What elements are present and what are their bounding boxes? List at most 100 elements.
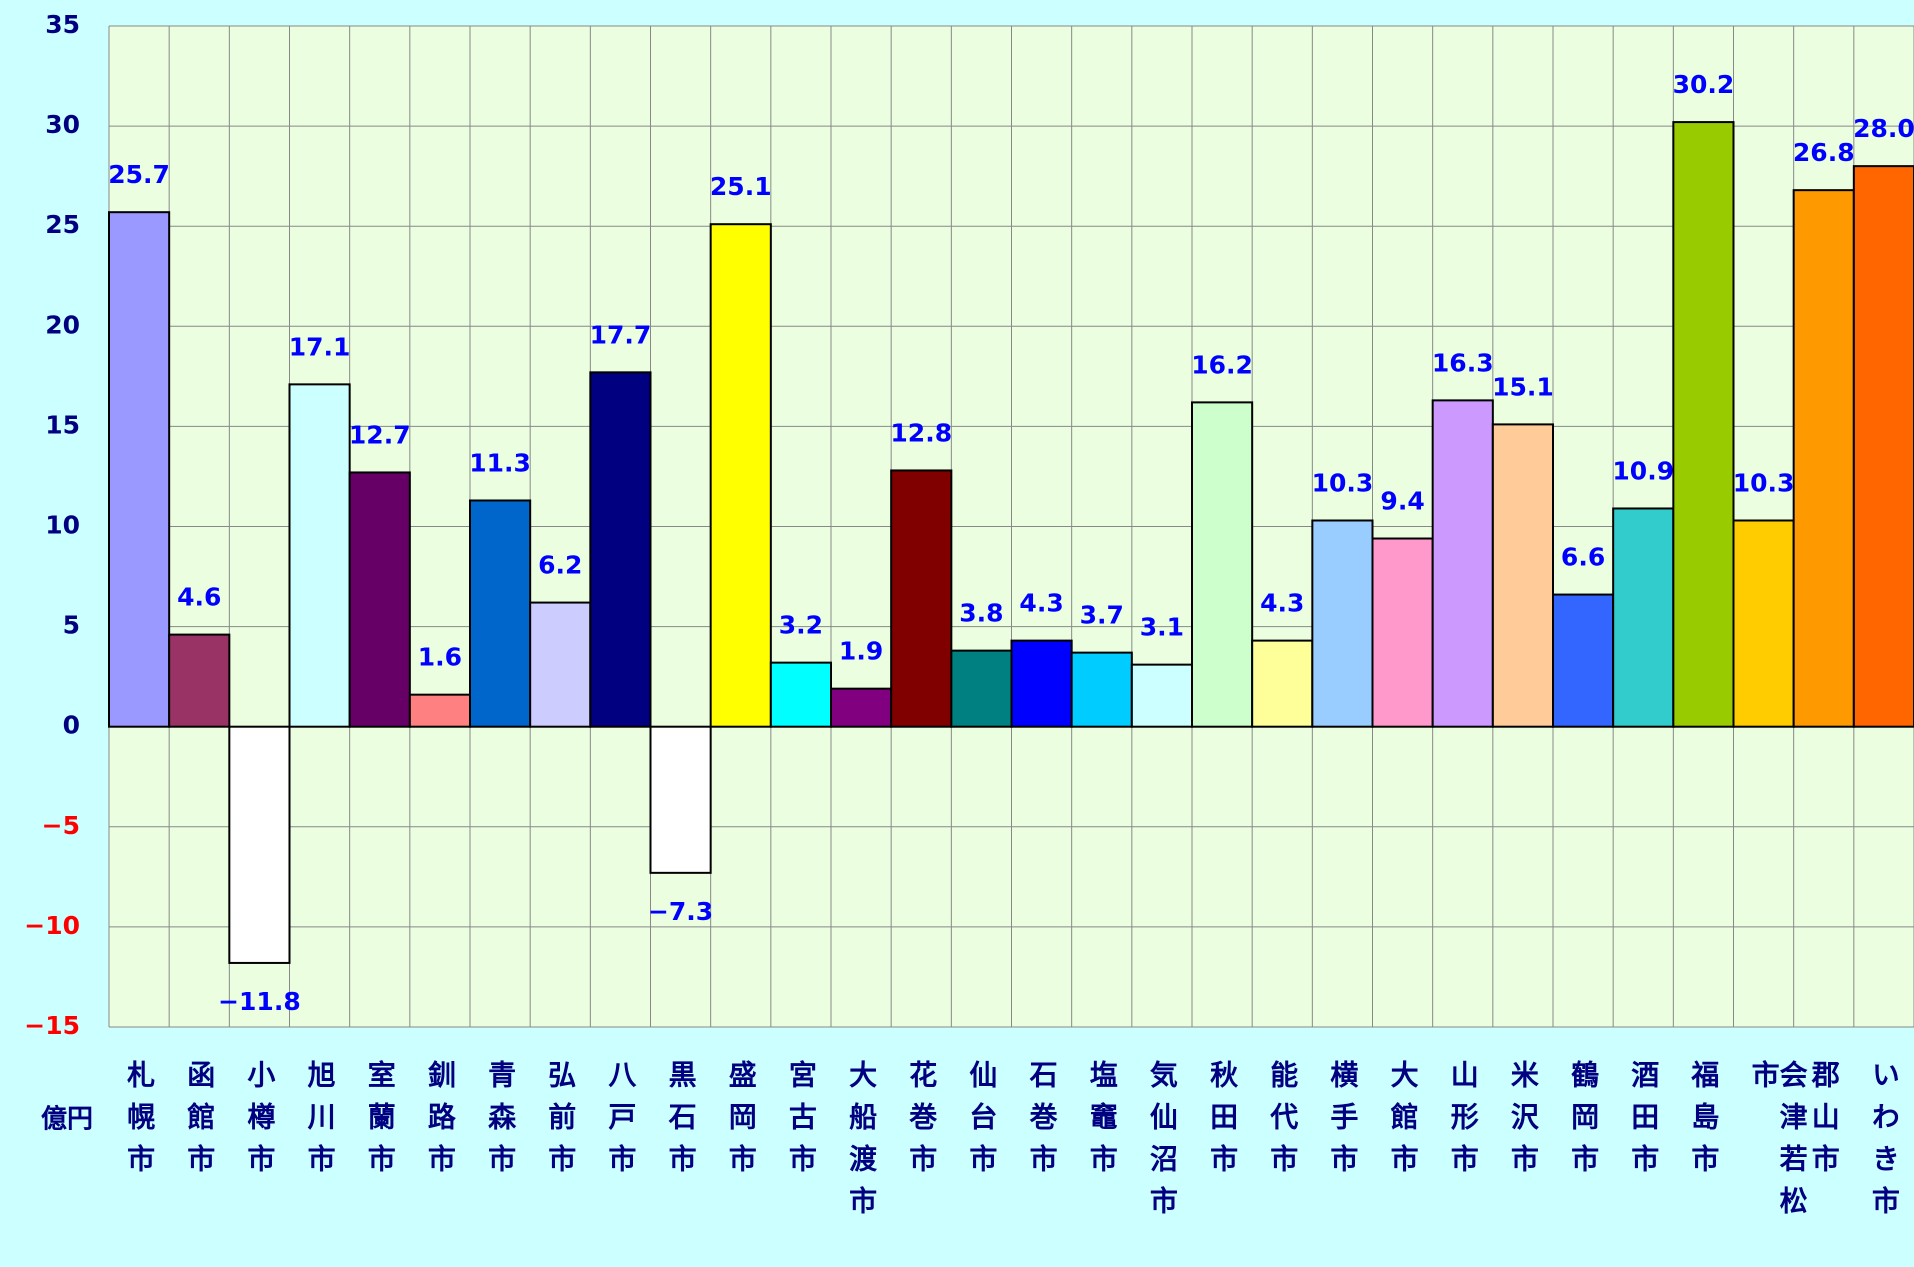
x-tick-label: 青森市 — [484, 1060, 518, 1186]
value-label: 10.3 — [1733, 468, 1795, 497]
bar — [1070, 651, 1133, 728]
value-label: 12.7 — [349, 420, 411, 449]
x-tick-label: 会津若松市 — [1747, 1060, 1809, 1228]
bar — [1191, 401, 1254, 728]
value-label: 1.6 — [418, 643, 462, 672]
value-label: 4.3 — [1019, 589, 1063, 618]
x-tick-label: 札幌市 — [123, 1060, 157, 1186]
x-tick-label: 盛岡市 — [724, 1060, 758, 1186]
x-tick-label: 仙台市 — [965, 1060, 999, 1186]
bar — [288, 383, 351, 728]
x-tick-label: 釧路市 — [423, 1060, 457, 1186]
value-label: 25.1 — [710, 172, 772, 201]
bar — [1612, 507, 1675, 728]
bar — [1311, 519, 1374, 728]
x-tick-label: 石巻市 — [1025, 1060, 1059, 1186]
y-tick-label: 30 — [45, 110, 80, 139]
bar — [1130, 663, 1194, 728]
x-tick-label: 気仙沼市 — [1145, 1060, 1179, 1228]
y-tick-label: 20 — [45, 310, 80, 339]
x-tick-label: いわき市 — [1867, 1060, 1901, 1228]
bar — [1852, 165, 1914, 728]
y-unit: 億円 — [41, 1105, 93, 1135]
x-tick-label: 塩竈市 — [1085, 1060, 1119, 1186]
bar — [469, 499, 532, 728]
y-tick-label: −15 — [24, 1011, 80, 1040]
x-tick-label: 黒石市 — [664, 1060, 698, 1186]
value-label: 11.3 — [469, 448, 531, 477]
bar — [830, 687, 893, 728]
value-label: 10.3 — [1312, 468, 1374, 497]
value-label: 9.4 — [1380, 487, 1424, 516]
x-tick-label: 郡山市 — [1807, 1060, 1841, 1186]
bar — [168, 633, 231, 728]
bar — [108, 211, 171, 728]
bar — [709, 223, 772, 728]
value-label: 12.8 — [890, 418, 952, 447]
y-tick-label: −10 — [24, 911, 80, 940]
y-tick-label: 0 — [63, 711, 80, 740]
value-label: 3.2 — [779, 611, 823, 640]
y-tick-label: 25 — [45, 210, 80, 239]
y-tick-label: 35 — [45, 10, 80, 39]
x-tick-label: 福島市 — [1687, 1060, 1721, 1186]
x-tick-label: 花巻市 — [905, 1060, 939, 1186]
value-label: 10.9 — [1612, 456, 1674, 485]
value-label: 28.0 — [1853, 114, 1914, 143]
x-tick-label: 弘前市 — [544, 1060, 578, 1186]
x-tick-label: 小樽市 — [243, 1060, 277, 1186]
x-tick-label: 酒田市 — [1627, 1060, 1661, 1186]
x-tick-label: 山形市 — [1446, 1060, 1480, 1186]
x-tick-label: 大館市 — [1386, 1060, 1420, 1186]
value-label: 17.1 — [289, 332, 351, 361]
value-label: 25.7 — [108, 160, 170, 189]
bar — [408, 693, 472, 728]
x-tick-label: 八戸市 — [604, 1060, 638, 1186]
x-tick-label: 能代市 — [1266, 1060, 1300, 1186]
bar — [1491, 423, 1555, 728]
x-tick-label: 大船渡市 — [845, 1060, 879, 1228]
bar — [1792, 189, 1855, 728]
value-label: 15.1 — [1492, 372, 1554, 401]
bar — [1251, 639, 1314, 728]
value-label: 16.2 — [1191, 350, 1253, 379]
bar — [890, 469, 953, 728]
bar — [348, 471, 411, 728]
y-tick-label: 15 — [45, 410, 80, 439]
y-tick-label: 10 — [45, 511, 80, 540]
value-label: −7.3 — [648, 897, 713, 926]
bar — [589, 371, 652, 728]
value-label: 4.3 — [1260, 589, 1304, 618]
bar — [1371, 537, 1434, 728]
x-tick-label: 横手市 — [1326, 1060, 1360, 1186]
bar — [529, 601, 592, 728]
value-label: 3.8 — [959, 599, 1003, 628]
value-label: 26.8 — [1793, 138, 1855, 167]
value-label: 4.6 — [177, 583, 221, 612]
bar — [1431, 399, 1494, 728]
bar — [1732, 519, 1795, 728]
value-label: 17.7 — [590, 320, 652, 349]
value-label: 3.1 — [1140, 613, 1184, 642]
bar — [950, 649, 1013, 728]
bar — [228, 725, 291, 964]
bar — [769, 661, 832, 728]
x-tick-label: 宮古市 — [784, 1060, 818, 1186]
value-label: −11.8 — [218, 987, 301, 1016]
value-label: 6.6 — [1561, 543, 1605, 572]
value-label: 16.3 — [1432, 348, 1494, 377]
bar — [1010, 639, 1073, 728]
x-tick-label: 室蘭市 — [363, 1060, 397, 1186]
x-tick-label: 米沢市 — [1506, 1060, 1540, 1186]
x-tick-label: 函館市 — [183, 1060, 217, 1186]
x-tick-label: 秋田市 — [1206, 1060, 1240, 1186]
value-label: 30.2 — [1673, 70, 1735, 99]
bar — [1672, 121, 1735, 728]
x-tick-label: 鶴岡市 — [1567, 1060, 1601, 1186]
value-label: 1.9 — [839, 637, 883, 666]
x-tick-label: 旭川市 — [303, 1060, 337, 1186]
value-label: 3.7 — [1080, 601, 1124, 630]
bar — [649, 725, 712, 874]
